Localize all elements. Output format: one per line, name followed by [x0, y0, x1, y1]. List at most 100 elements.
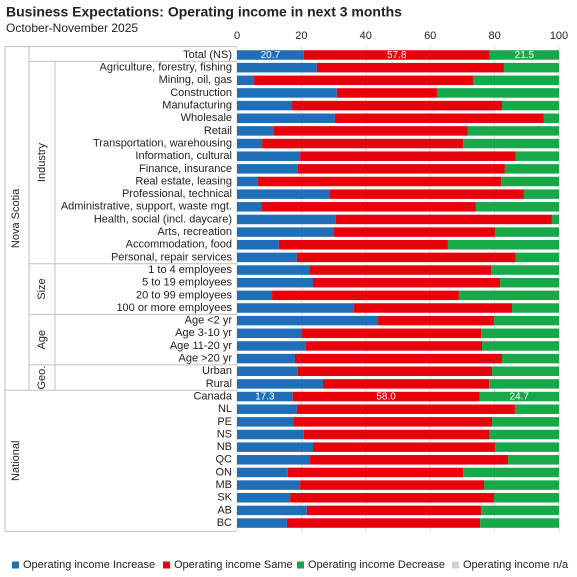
- bar-segment: [237, 126, 275, 136]
- category-label: NB: [217, 441, 232, 453]
- bar-segment: [237, 290, 273, 301]
- bar-segment: [491, 265, 559, 275]
- bar-segment: [237, 265, 310, 275]
- bar-segment: [481, 328, 559, 339]
- bar-segment: [292, 100, 503, 111]
- bar-segment: [489, 379, 559, 389]
- category-label: Arts, recreation: [157, 226, 232, 238]
- bar-segment: [330, 189, 524, 199]
- bar-segment: [473, 75, 559, 86]
- legend-label: Operating income n/a: [463, 559, 569, 571]
- category-label: Professional, technical: [122, 188, 232, 200]
- bar-segment: [237, 518, 287, 528]
- bar-segment: [286, 518, 481, 528]
- subgroup-label: Geo.: [36, 366, 48, 390]
- category-label: NS: [217, 428, 232, 440]
- bar-segment: [296, 404, 515, 414]
- bar-segment: [237, 252, 297, 263]
- bar-segment: [237, 227, 334, 237]
- value-label: 21.5: [515, 50, 535, 61]
- bar-segment: [290, 493, 494, 503]
- bar-segment: [501, 176, 559, 187]
- bar-segment: [480, 518, 559, 528]
- bar-segment: [492, 366, 559, 376]
- bar-segment: [278, 240, 448, 250]
- bar-segment: [254, 75, 474, 86]
- bar-segment: [293, 417, 493, 427]
- bar-segment: [237, 240, 279, 250]
- chart-subtitle: October-November 2025: [6, 21, 138, 35]
- x-tick-label: 60: [424, 30, 436, 42]
- bar-segment: [261, 202, 476, 212]
- bar-segment: [237, 417, 294, 427]
- bar-segment: [300, 151, 516, 161]
- bar-segment: [237, 88, 337, 98]
- bar-segment: [237, 50, 304, 60]
- bar-segment: [467, 126, 559, 136]
- bar-segment: [237, 315, 379, 326]
- bar-segment: [237, 189, 331, 199]
- category-label: Mining, oil, gas: [159, 74, 233, 86]
- legend-swatch: [12, 561, 19, 569]
- group-label: Nova Scotia: [10, 188, 22, 248]
- bar-segment: [508, 455, 559, 465]
- category-label: Urban: [202, 365, 232, 377]
- value-label: 58.0: [376, 392, 396, 403]
- bar-segment: [334, 113, 544, 123]
- bar-segment: [303, 50, 490, 60]
- value-label: 20.7: [261, 50, 281, 61]
- bar-segment: [257, 176, 502, 187]
- subgroup-label: Age: [36, 330, 48, 350]
- value-label: 24.7: [509, 392, 529, 403]
- bar-segment: [237, 480, 301, 490]
- category-label: Transportation, warehousing: [93, 137, 232, 149]
- category-label: QC: [216, 454, 233, 466]
- bar-segment: [237, 442, 313, 452]
- bar-segment: [335, 214, 552, 225]
- bar-segment: [237, 353, 295, 364]
- bar-segment: [503, 62, 559, 73]
- bar-segment: [494, 442, 559, 452]
- bar-segment: [483, 480, 559, 490]
- bar-segment: [237, 303, 354, 313]
- category-label: SK: [217, 492, 232, 504]
- legend-swatch: [452, 561, 459, 569]
- bar-segment: [463, 467, 559, 478]
- category-label: Manufacturing: [162, 100, 232, 112]
- category-label: NL: [218, 403, 232, 415]
- bar-segment: [494, 227, 559, 237]
- bar-segment: [237, 100, 293, 111]
- x-tick-label: 0: [234, 30, 240, 42]
- legend-label: Operating income Decrease: [308, 559, 445, 571]
- bar-segment: [482, 341, 559, 351]
- category-label: BC: [217, 517, 232, 529]
- legend-swatch: [297, 561, 304, 569]
- category-label: Rural: [206, 378, 232, 390]
- category-label: Retail: [204, 125, 232, 137]
- bar-segment: [504, 164, 559, 174]
- bar-segment: [274, 126, 468, 136]
- category-label: 20 to 99 employees: [136, 289, 233, 301]
- bar-segment: [312, 442, 495, 452]
- category-label: Wholesale: [181, 112, 232, 124]
- bar-segment: [297, 164, 505, 174]
- bar-segment: [237, 277, 313, 288]
- category-label: 1 to 4 employees: [148, 264, 232, 276]
- bar-segment: [515, 151, 559, 161]
- legend-label: Operating income Same: [174, 559, 293, 571]
- bar-segment: [312, 277, 501, 288]
- bar-segment: [502, 100, 559, 111]
- bar-segment: [481, 505, 559, 516]
- category-label: Construction: [170, 87, 232, 99]
- bar-segment: [287, 467, 464, 478]
- bar-segment: [237, 113, 335, 123]
- bar-segment: [237, 164, 298, 174]
- bar-segment: [237, 493, 291, 503]
- value-label: 57.8: [387, 50, 407, 61]
- bar-segment: [237, 202, 262, 212]
- bar-segment: [294, 353, 503, 364]
- bar-segment: [272, 290, 459, 301]
- bar-segment: [237, 467, 288, 478]
- bar-segment: [336, 88, 437, 98]
